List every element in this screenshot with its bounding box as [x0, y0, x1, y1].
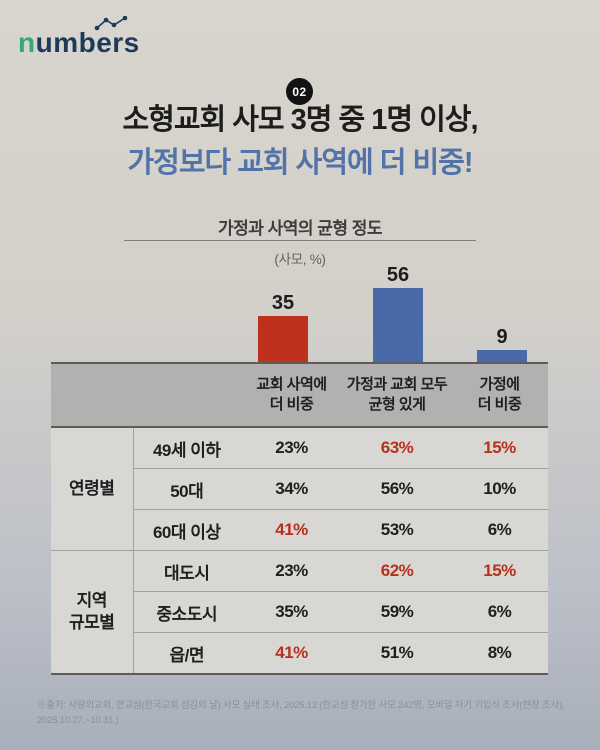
table-header-row: 교회 사역에 더 비중 가정과 교회 모두 균형 있게 가정에 더 비중 — [51, 363, 548, 428]
logo-text: numbers — [18, 27, 140, 58]
column-header-2: 가정에 더 비중 — [451, 363, 548, 428]
cell-value: 41% — [240, 632, 343, 674]
cell-value: 62% — [343, 550, 451, 592]
cell-value: 53% — [343, 509, 451, 551]
chart-title: 가정과 사역의 균형 정도 — [217, 219, 383, 238]
line-chart-icon — [94, 16, 128, 31]
bar — [477, 350, 527, 362]
table-row: 연령별 49세 이하 23% 63% 15% — [51, 426, 548, 551]
cell-value: 23% — [240, 426, 343, 469]
logo-letters-rest: umbers — [35, 27, 140, 58]
headline: 소형교회 사모 3명 중 1명 이상, 가정보다 교회 사역에 더 비중! — [0, 106, 600, 178]
row-category: 50대 — [133, 468, 240, 510]
row-category: 대도시 — [133, 550, 240, 592]
group-label-0: 연령별 — [51, 426, 134, 551]
cell-value: 35% — [240, 591, 343, 633]
cell-value: 63% — [343, 426, 451, 469]
bar-value-label: 56 — [386, 264, 410, 286]
cell-value: 59% — [343, 591, 451, 633]
row-category: 중소도시 — [133, 591, 240, 633]
numbers-logo: numbers — [18, 16, 140, 57]
row-category: 60대 이상 — [133, 509, 240, 551]
headline-line2: 가정보다 교회 사역에 더 비중! — [127, 147, 473, 179]
chart-unit-label: (사모, %) — [274, 252, 326, 267]
cell-value: 56% — [343, 468, 451, 510]
table-row: 중소도시 35% 59% 6% — [51, 591, 548, 633]
cell-value: 6% — [451, 591, 548, 633]
bar-group-1: 56 — [373, 265, 423, 362]
table-row: 50대 34% 56% 10% — [51, 468, 548, 510]
chart-title-underline — [124, 240, 476, 241]
cell-value: 8% — [451, 632, 548, 674]
table-row: 지역 규모별 대도시 23% 62% 15% — [51, 550, 548, 674]
bar-group-2: 9 — [477, 327, 527, 362]
headline-line1: 소형교회 사모 3명 중 1명 이상, — [122, 104, 478, 136]
cell-value: 15% — [451, 550, 548, 592]
row-category: 읍/면 — [133, 632, 240, 674]
cell-value: 10% — [451, 468, 548, 510]
cell-value: 41% — [240, 509, 343, 551]
bar-value-label: 9 — [496, 326, 508, 348]
cell-value: 6% — [451, 509, 548, 551]
table-row: 읍/면 41% 51% 8% — [51, 632, 548, 674]
logo-letter-n: n — [18, 27, 36, 58]
column-header-1: 가정과 교회 모두 균형 있게 — [343, 363, 451, 428]
header-empty-category — [133, 363, 240, 428]
header-empty-group — [51, 363, 133, 428]
group-label-1: 지역 규모별 — [51, 550, 134, 674]
section-number-badge: 02 — [286, 78, 313, 105]
bar — [373, 288, 423, 362]
cell-value: 23% — [240, 550, 343, 592]
bar — [258, 316, 308, 362]
cell-value: 15% — [451, 426, 548, 469]
data-table: 교회 사역에 더 비중 가정과 교회 모두 균형 있게 가정에 더 비중 연령별 49세… — [51, 362, 548, 675]
row-category: 49세 이하 — [133, 426, 240, 469]
cell-value: 51% — [343, 632, 451, 674]
bar-group-0: 35 — [258, 293, 308, 362]
bar-value-label: 35 — [271, 292, 295, 314]
column-header-0: 교회 사역에 더 비중 — [240, 363, 343, 428]
table-row: 60대 이상 41% 53% 6% — [51, 509, 548, 551]
source-note: ※출처: 사랑의교회, 한교섬(한국교회 섬김의 날) 사모 실태 조사, 20… — [37, 700, 565, 726]
bar-chart: 35 56 9 — [0, 0, 600, 362]
cell-value: 34% — [240, 468, 343, 510]
